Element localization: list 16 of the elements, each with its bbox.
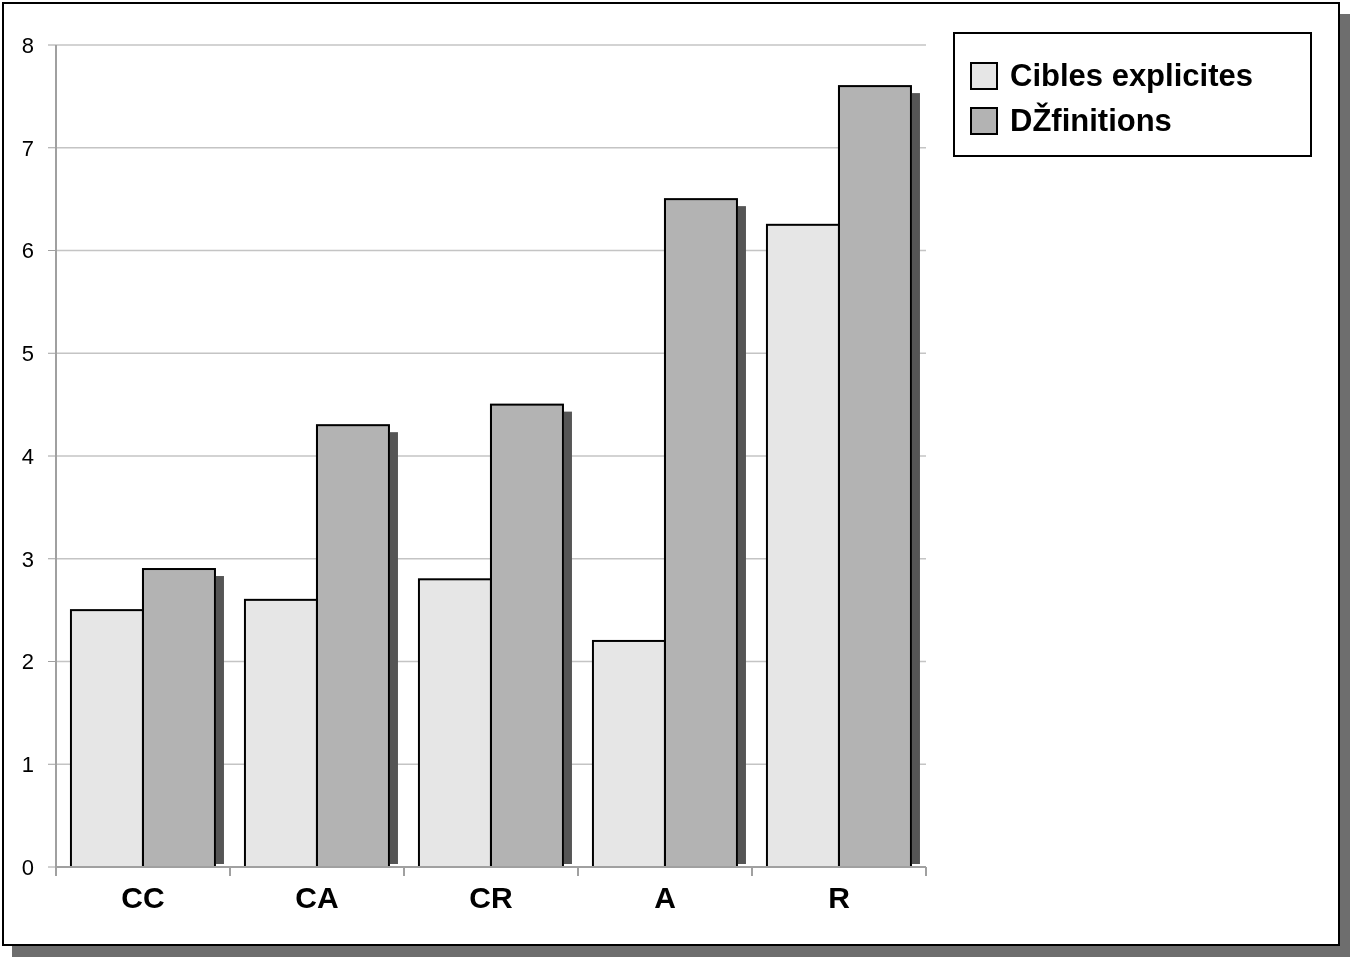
y-tick-label: 0 (21, 854, 34, 880)
y-tick-label: 2 (21, 649, 34, 675)
y-tick-label: 6 (21, 238, 34, 264)
legend-label: Cibles explicites (1010, 57, 1253, 94)
y-tick-label: 8 (21, 32, 34, 58)
y-tick-label: 5 (21, 341, 34, 367)
x-tick-label: CA (295, 881, 339, 915)
x-tick-label: CR (469, 881, 513, 915)
y-tick-label: 3 (21, 546, 34, 572)
x-tick-label: A (654, 881, 676, 915)
y-tick-label: 1 (21, 752, 34, 778)
legend-label: DŽfinitions (1010, 102, 1172, 139)
x-tick-label: R (828, 881, 851, 915)
x-tick-label: CC (121, 881, 165, 915)
y-tick-label: 7 (21, 135, 34, 161)
y-tick-label: 4 (21, 443, 34, 469)
